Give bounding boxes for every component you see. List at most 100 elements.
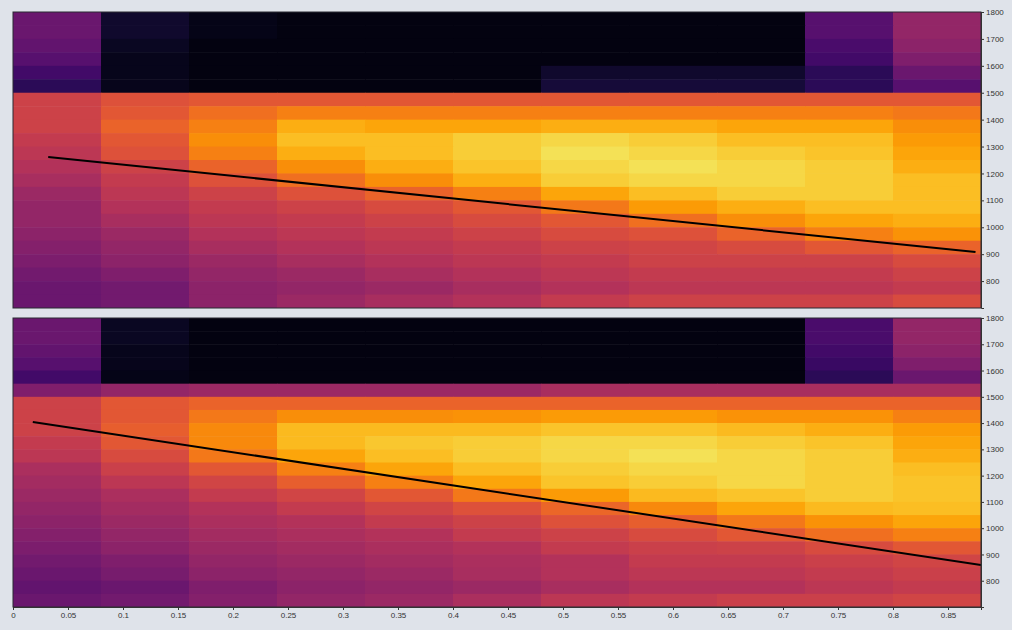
tick: 0.05 [61,607,77,620]
cell [629,541,718,555]
cell [541,502,630,516]
line [48,157,975,252]
cell [893,371,981,385]
cell [277,214,366,228]
cell [277,133,366,147]
cell [189,318,278,332]
cell [13,489,102,503]
tick-label: 0.8 [888,611,900,620]
cell [277,241,366,255]
tick: 1100 [981,498,1004,507]
tick: 1200 [981,472,1004,481]
tick-label: 0.1 [118,611,130,620]
cell [453,397,542,411]
cell [13,268,102,282]
cell [453,25,542,39]
cell [101,93,190,107]
cell [101,384,190,398]
tick-label: 1200 [986,472,1004,481]
cell [13,173,102,187]
cell [717,541,806,555]
cell [453,214,542,228]
tick-label: 0.65 [721,611,737,620]
cell [541,241,630,255]
cell [189,581,278,595]
tick: 0.55 [611,607,627,620]
cell [629,384,718,398]
cell [101,594,190,607]
cell [13,344,102,358]
cell [101,173,190,187]
cell [365,39,454,53]
cell [277,476,366,490]
cell [365,502,454,516]
x-axis: 00.050.10.150.20.250.30.350.40.450.50.55… [11,607,981,620]
cell [541,515,630,529]
cell [717,25,806,39]
tick-label: 1000 [986,223,1004,232]
cell [13,254,102,268]
cell [277,331,366,345]
cell [893,173,981,187]
cell [277,357,366,371]
tick-mark [893,607,894,610]
cell [629,268,718,282]
y-axis: 8009001000110012001300140015001600170018… [981,314,1004,607]
cell [629,295,718,308]
cell [13,594,102,607]
tick: 900 [981,551,1000,560]
cell [717,106,806,120]
cell [365,147,454,161]
cell [277,554,366,568]
cell [717,160,806,174]
tick-mark [981,39,984,40]
cell [805,147,894,161]
tick-label: 0.05 [61,611,77,620]
cell [629,106,718,120]
cell [13,12,102,26]
cell [101,254,190,268]
cell [277,25,366,39]
cell [365,120,454,134]
cell [365,318,454,332]
cell [277,106,366,120]
cell [717,66,806,80]
cell [893,581,981,595]
cell [453,295,542,308]
cell [13,449,102,463]
tick-label: 1600 [986,367,1004,376]
cell [13,281,102,295]
cell [13,331,102,345]
cell [189,25,278,39]
cell [541,581,630,595]
cell [453,423,542,437]
tick: 800 [981,277,1000,286]
cell [365,357,454,371]
cell [629,397,718,411]
cell [453,528,542,542]
tick: 1800 [981,314,1004,323]
tick: 1200 [981,170,1004,179]
tick-label: 800 [986,277,1000,286]
plot-area [13,12,981,308]
tick-label: 1300 [986,143,1004,152]
cell [893,254,981,268]
cell [101,463,190,477]
cell [893,554,981,568]
cell [541,173,630,187]
plot-area [13,318,981,607]
tick-label: 1000 [986,524,1004,533]
cell [189,397,278,411]
cell [717,12,806,26]
cell [13,581,102,595]
tick-label: 1400 [986,419,1004,428]
cell [13,528,102,542]
cell [805,295,894,308]
cell [365,214,454,228]
cell [189,254,278,268]
cell [277,281,366,295]
cell [717,254,806,268]
cell [717,344,806,358]
cell [717,173,806,187]
tick-label: 1700 [986,340,1004,349]
